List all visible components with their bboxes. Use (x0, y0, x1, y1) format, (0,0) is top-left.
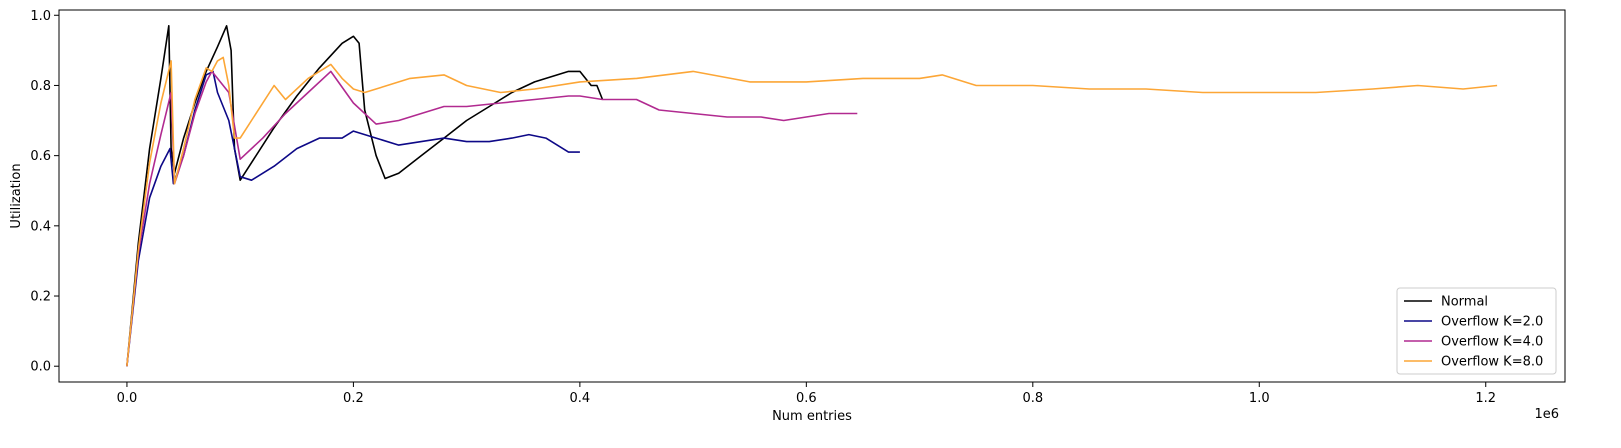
legend: Normal Overflow K=2.0 Overflow K=4.0 Overfl… (1396, 287, 1557, 375)
legend-box (1396, 287, 1557, 375)
y-tick-label: 0.2 (30, 290, 51, 305)
y-tick-label: 1.0 (30, 9, 51, 24)
x-axis-ticks: 0.0 0.2 0.4 0.6 0.8 1.0 1.2 (117, 382, 1496, 406)
series-line-1 (126, 24, 604, 367)
series-line-4 (126, 56, 1498, 367)
legend-label: Overflow K=2.0 (1441, 315, 1543, 330)
plot-area (59, 10, 1565, 382)
x-axis-offset-label: 1e6 (1534, 407, 1559, 422)
legend-label: Overflow K=4.0 (1441, 335, 1543, 350)
plot-frame (58, 9, 1566, 383)
series-line-3 (126, 70, 858, 367)
series-lines (126, 24, 1498, 367)
x-tick-label: 1.2 (1475, 391, 1496, 406)
legend-label: Overflow K=8.0 (1441, 355, 1543, 370)
y-tick-label: 0.0 (30, 360, 51, 375)
y-axis-ticks: 0.0 0.2 0.4 0.6 0.8 1.0 (30, 9, 59, 375)
x-tick-label: 1.0 (1249, 391, 1270, 406)
x-tick-label: 0.4 (570, 391, 591, 406)
y-tick-label: 0.4 (30, 219, 51, 234)
y-tick-label: 0.6 (30, 149, 51, 164)
legend-label: Normal (1441, 295, 1488, 310)
x-tick-label: 0.6 (796, 391, 817, 406)
x-tick-label: 0.2 (343, 391, 364, 406)
series-line-2 (126, 70, 580, 367)
x-axis-title: Num entries (772, 409, 852, 424)
y-axis-title: Utilization (9, 163, 24, 228)
x-tick-label: 0.0 (117, 391, 138, 406)
x-tick-label: 0.8 (1022, 391, 1043, 406)
y-tick-label: 0.8 (30, 79, 51, 94)
